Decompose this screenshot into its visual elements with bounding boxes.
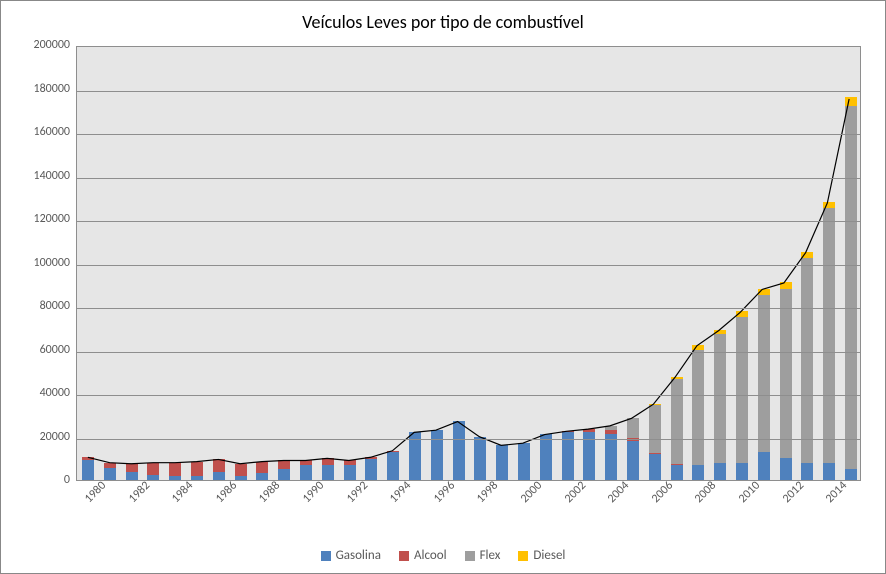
y-tick-label: 0 bbox=[10, 473, 70, 487]
x-tick-label: 1998 bbox=[474, 479, 501, 506]
chart-title: Veículos Leves por tipo de combustível bbox=[1, 11, 885, 33]
gridline bbox=[77, 395, 860, 396]
legend-label: Alcool bbox=[414, 548, 447, 563]
y-tick-label: 20000 bbox=[10, 430, 70, 444]
overlay-line bbox=[88, 99, 849, 464]
x-tick-label: 1994 bbox=[387, 479, 414, 506]
x-tick-label: 2012 bbox=[780, 479, 807, 506]
x-tick-label: 2014 bbox=[823, 479, 850, 506]
legend-item-diesel: Diesel bbox=[518, 548, 565, 563]
overlay-line-layer bbox=[77, 47, 860, 480]
y-tick-label: 100000 bbox=[10, 256, 70, 270]
y-tick-label: 80000 bbox=[10, 299, 70, 313]
x-tick-label: 1982 bbox=[126, 479, 153, 506]
y-tick-label: 140000 bbox=[10, 169, 70, 183]
x-tick-label: 2004 bbox=[605, 479, 632, 506]
gridline bbox=[77, 352, 860, 353]
y-tick-label: 200000 bbox=[10, 38, 70, 52]
legend-item-gasolina: Gasolina bbox=[321, 548, 381, 563]
legend-label: Flex bbox=[480, 548, 501, 563]
x-tick-label: 2010 bbox=[736, 479, 763, 506]
gridline bbox=[77, 439, 860, 440]
legend-swatch bbox=[465, 551, 475, 561]
y-tick-label: 60000 bbox=[10, 343, 70, 357]
legend-item-flex: Flex bbox=[465, 548, 501, 563]
legend-label: Gasolina bbox=[336, 548, 381, 563]
gridline bbox=[77, 308, 860, 309]
y-tick-label: 160000 bbox=[10, 125, 70, 139]
x-tick-label: 1990 bbox=[300, 479, 327, 506]
legend-swatch bbox=[518, 551, 528, 561]
x-tick-label: 2000 bbox=[518, 479, 545, 506]
gridline bbox=[77, 265, 860, 266]
legend-item-alcool: Alcool bbox=[399, 548, 447, 563]
x-tick-label: 1980 bbox=[82, 479, 109, 506]
x-tick-label: 1988 bbox=[256, 479, 283, 506]
x-tick-label: 1996 bbox=[431, 479, 458, 506]
x-tick-label: 2008 bbox=[692, 479, 719, 506]
chart-container: Veículos Leves por tipo de combustível G… bbox=[0, 0, 886, 574]
y-tick-label: 180000 bbox=[10, 82, 70, 96]
gridline bbox=[77, 178, 860, 179]
y-tick-label: 120000 bbox=[10, 212, 70, 226]
gridline bbox=[77, 221, 860, 222]
y-tick-label: 40000 bbox=[10, 386, 70, 400]
x-tick-label: 1992 bbox=[344, 479, 371, 506]
x-tick-label: 2006 bbox=[649, 479, 676, 506]
legend-swatch bbox=[399, 551, 409, 561]
legend: Gasolina Alcool Flex Diesel bbox=[1, 548, 885, 563]
gridline bbox=[77, 91, 860, 92]
x-tick-label: 2002 bbox=[562, 479, 589, 506]
x-tick-label: 1984 bbox=[169, 479, 196, 506]
legend-label: Diesel bbox=[533, 548, 565, 563]
gridline bbox=[77, 134, 860, 135]
legend-swatch bbox=[321, 551, 331, 561]
x-tick-label: 1986 bbox=[213, 479, 240, 506]
plot-area bbox=[76, 46, 861, 481]
